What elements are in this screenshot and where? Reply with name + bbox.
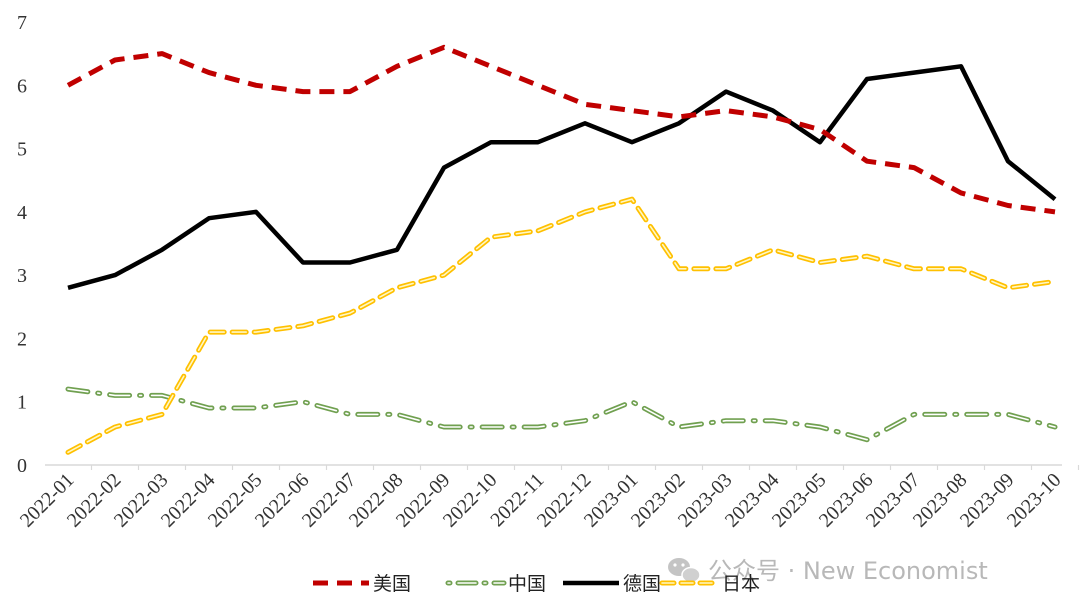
legend-label: 德国 (623, 573, 661, 595)
wechat-icon (668, 558, 701, 584)
legend-item-日本: 日本 (659, 573, 760, 595)
series-美国 (66, 44, 1056, 215)
legend-item-美国: 美国 (313, 573, 411, 595)
y-tick-label: 0 (17, 455, 27, 477)
series-line (67, 64, 1057, 290)
series-line (67, 388, 1056, 441)
legend-label: 中国 (508, 573, 546, 595)
y-tick-label: 4 (17, 202, 27, 224)
legend: 美国 中国 德国 日本 (313, 573, 760, 595)
series-日本 (65, 196, 1058, 455)
y-tick-label: 5 (17, 139, 27, 161)
series-line (66, 44, 1056, 215)
watermark-text: 公众号 · New Economist (708, 557, 988, 585)
legend-label: 日本 (722, 573, 760, 595)
y-tick-label: 3 (17, 265, 27, 287)
y-tick-label: 1 (17, 392, 27, 414)
series-line (65, 386, 1058, 443)
legend-label: 美国 (373, 573, 411, 595)
series-德国 (67, 64, 1057, 290)
series-layer (65, 44, 1058, 455)
y-tick-label: 6 (17, 75, 27, 97)
y-tick-label: 2 (17, 328, 27, 350)
legend-item-中国: 中国 (445, 573, 546, 595)
x-axis: 2022-012022-022022-032022-042022-052022-… (16, 465, 1080, 532)
legend-item-德国: 德国 (563, 573, 661, 595)
series-line (67, 198, 1056, 454)
y-tick-label: 7 (17, 12, 27, 34)
watermark: 公众号 · New Economist (668, 557, 988, 585)
y-axis: 0 1 2 3 4 5 6 7 (17, 12, 27, 477)
series-中国 (65, 386, 1058, 443)
series-line (65, 196, 1058, 455)
